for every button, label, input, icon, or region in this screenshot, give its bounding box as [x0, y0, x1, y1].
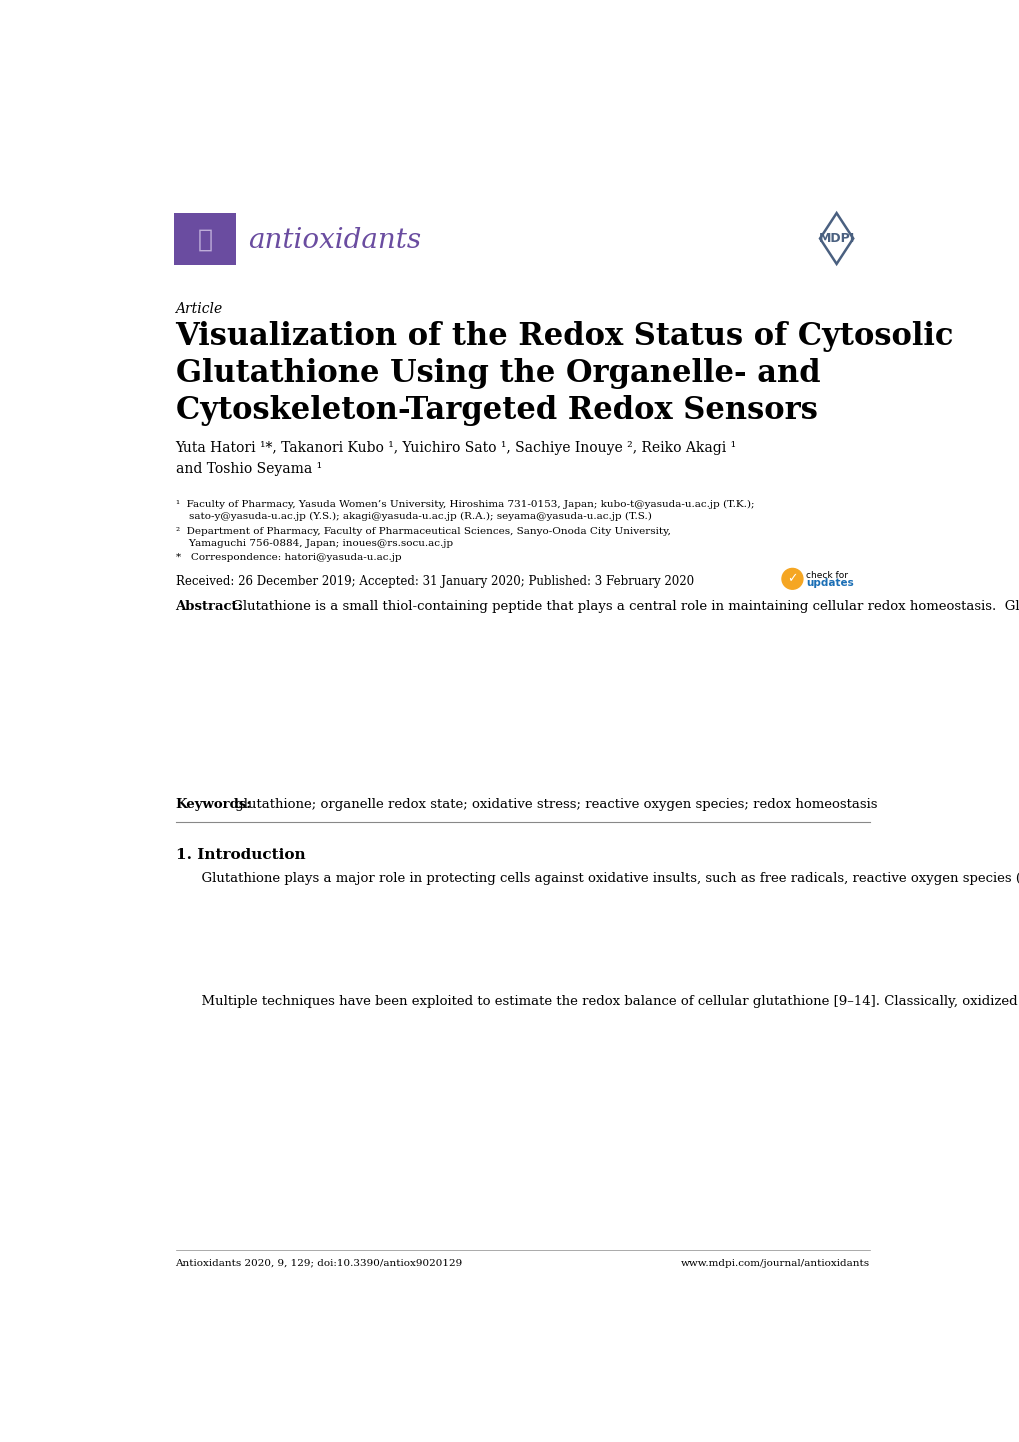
Text: antioxidants: antioxidants: [248, 228, 421, 254]
Text: Yuta Hatori ¹*, Takanori Kubo ¹, Yuichiro Sato ¹, Sachiye Inouye ², Reiko Akagi : Yuta Hatori ¹*, Takanori Kubo ¹, Yuichir…: [175, 441, 736, 476]
Text: www.mdpi.com/journal/antioxidants: www.mdpi.com/journal/antioxidants: [680, 1259, 869, 1268]
Text: ✓: ✓: [787, 572, 797, 585]
Text: Glutathione is a small thiol-containing peptide that plays a central role in mai: Glutathione is a small thiol-containing …: [228, 600, 1019, 613]
Text: Received: 26 December 2019; Accepted: 31 January 2020; Published: 3 February 202: Received: 26 December 2019; Accepted: 31…: [175, 575, 693, 588]
Text: Glutathione plays a major role in protecting cells against oxidative insults, su: Glutathione plays a major role in protec…: [175, 872, 1019, 885]
Text: Multiple techniques have been exploited to estimate the redox balance of cellula: Multiple techniques have been exploited …: [175, 995, 1019, 1008]
Text: check for: check for: [805, 571, 847, 580]
Text: *   Correspondence: hatori@yasuda-u.ac.jp: * Correspondence: hatori@yasuda-u.ac.jp: [175, 554, 400, 562]
Text: ²  Department of Pharmacy, Faculty of Pharmaceutical Sciences, Sanyo-Onoda City : ² Department of Pharmacy, Faculty of Pha…: [175, 528, 669, 548]
Text: Antioxidants 2020, 9, 129; doi:10.3390/antiox9020129: Antioxidants 2020, 9, 129; doi:10.3390/a…: [175, 1259, 463, 1268]
Text: 1. Introduction: 1. Introduction: [175, 848, 305, 861]
Text: MDPI: MDPI: [817, 232, 854, 245]
Text: Abstract:: Abstract:: [175, 600, 243, 613]
Text: Keywords:: Keywords:: [175, 799, 252, 812]
Text: glutathione; organelle redox state; oxidative stress; reactive oxygen species; r: glutathione; organelle redox state; oxid…: [231, 799, 877, 812]
FancyBboxPatch shape: [174, 213, 235, 265]
Text: ⛎: ⛎: [198, 228, 212, 252]
Circle shape: [782, 568, 802, 590]
Text: updates: updates: [805, 578, 853, 588]
Text: ¹  Faculty of Pharmacy, Yasuda Women’s University, Hiroshima 731-0153, Japan; ku: ¹ Faculty of Pharmacy, Yasuda Women’s Un…: [175, 499, 753, 521]
Text: Article: Article: [175, 303, 222, 316]
Text: Visualization of the Redox Status of Cytosolic
Glutathione Using the Organelle- : Visualization of the Redox Status of Cyt…: [175, 322, 953, 425]
Polygon shape: [819, 213, 853, 264]
